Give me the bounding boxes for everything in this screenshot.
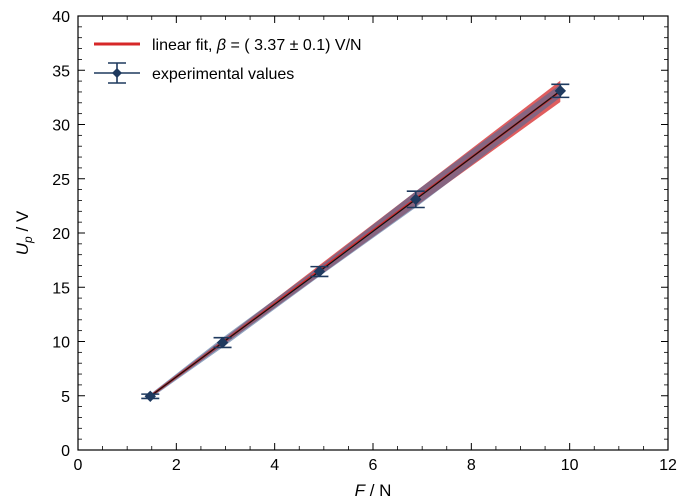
data-point (554, 85, 567, 97)
y-tick-label: 25 (52, 172, 70, 189)
data-point (313, 265, 326, 278)
y-axis-title: Up / V (13, 210, 35, 255)
y-axis-unit: / V (13, 210, 32, 236)
x-tick-label: 12 (659, 457, 677, 474)
x-tick-label: 4 (270, 457, 279, 474)
x-axis-variable: F (355, 481, 367, 500)
x-tick-label: 2 (172, 457, 181, 474)
x-axis-unit: / N (365, 481, 391, 500)
tick-labels-group: 0 2 4 6 8 10 12 0 5 10 15 20 25 30 35 40 (52, 9, 677, 474)
legend-errorbar-swatch (94, 62, 140, 84)
x-tick-label: 8 (467, 457, 476, 474)
y-axis-subscript: p (21, 236, 35, 244)
legend: linear fit, β = ( 3.37 ± 0.1) V/N experi… (94, 37, 362, 84)
point-group (144, 85, 567, 402)
y-tick-label: 10 (52, 335, 70, 352)
legend-errorbar-marker (112, 68, 122, 78)
y-tick-label: 20 (52, 226, 70, 243)
legend-fit-label-post: = ( 3.37 ± 0.1) V/N (226, 37, 362, 54)
ticks-group (77, 15, 669, 451)
legend-errorbar-label: experimental values (152, 66, 294, 83)
x-axis-title: F / N (355, 481, 392, 500)
y-tick-label: 0 (61, 443, 70, 460)
y-tick-label: 40 (52, 9, 70, 26)
legend-fit-label: linear fit, β = ( 3.37 ± 0.1) V/N (152, 37, 362, 54)
data-point (216, 336, 229, 349)
data-point (144, 390, 156, 402)
fit-line-group (149, 90, 561, 398)
legend-fit-label-symbol: β (216, 37, 226, 54)
y-tick-label: 5 (61, 389, 70, 406)
x-tick-label: 10 (561, 457, 579, 474)
y-axis-variable: U (13, 242, 32, 255)
y-tick-label: 35 (52, 63, 70, 80)
y-tick-label: 30 (52, 118, 70, 135)
data-point (410, 193, 422, 206)
legend-fit-label-pre: linear fit, (152, 37, 217, 54)
x-tick-label: 6 (369, 457, 378, 474)
y-tick-label: 15 (52, 280, 70, 297)
x-tick-label: 0 (74, 457, 83, 474)
